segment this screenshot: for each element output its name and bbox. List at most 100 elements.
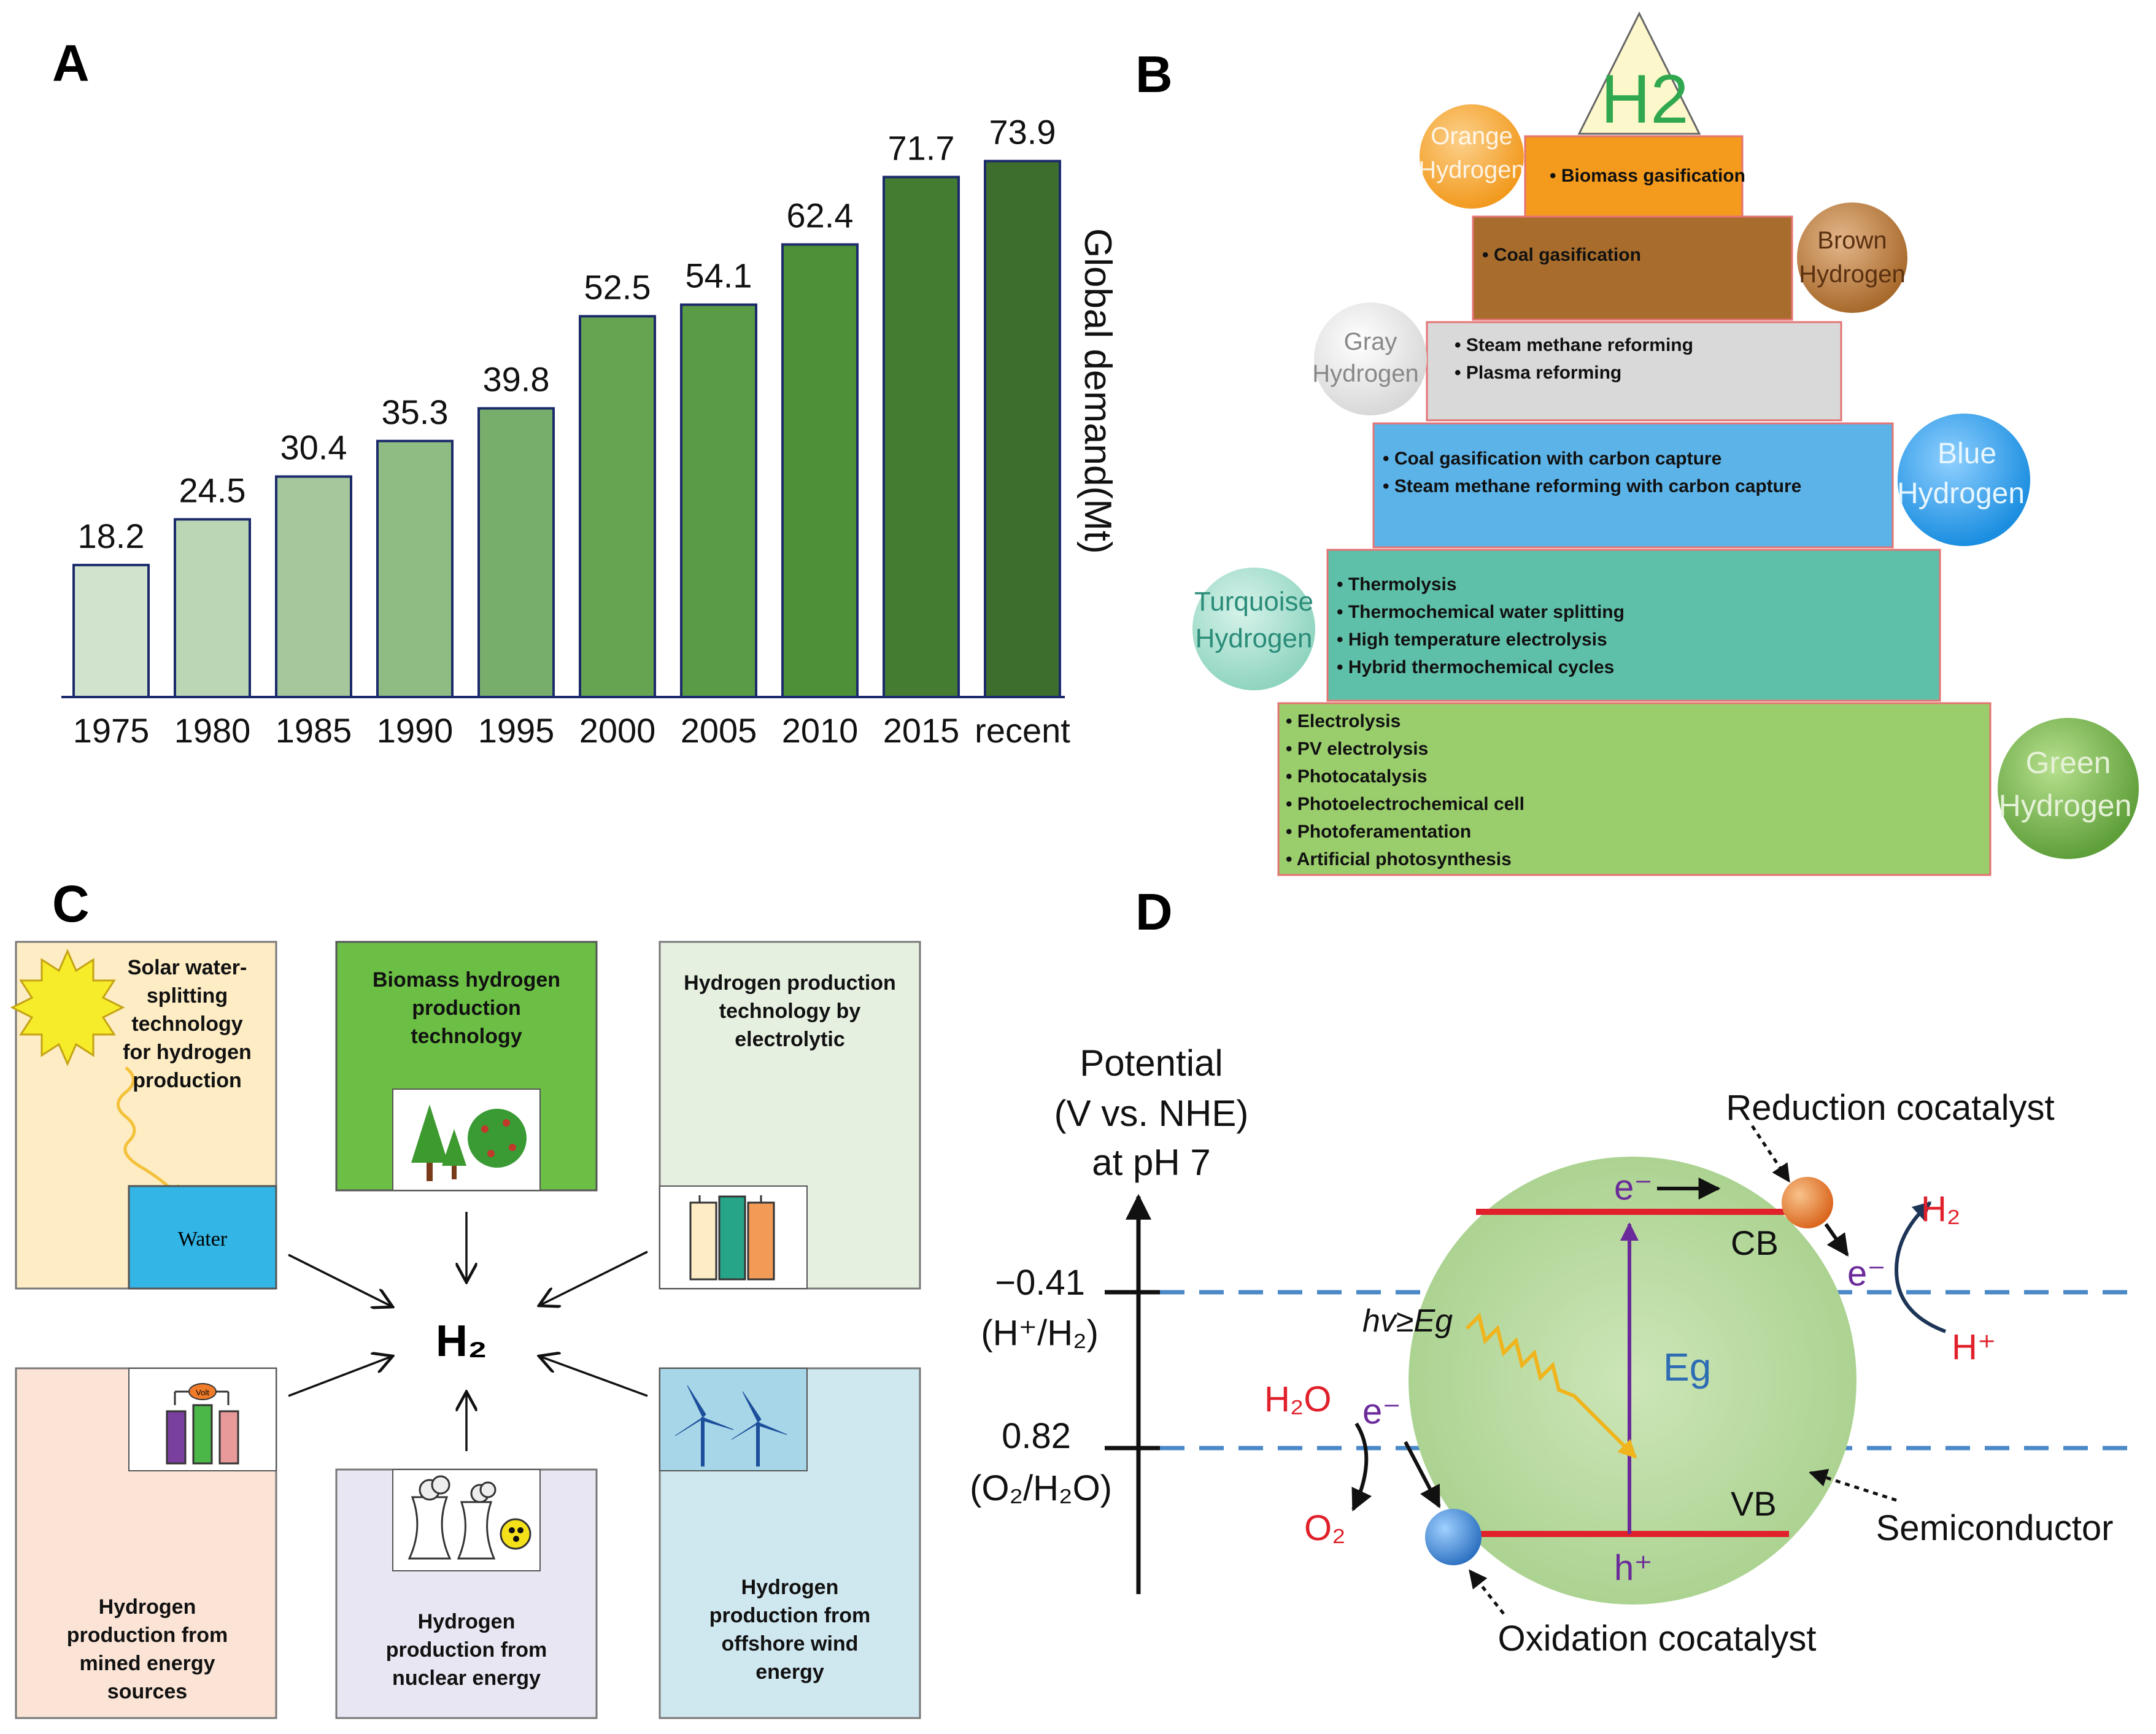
tier-item: • PV electrolysis xyxy=(1286,739,1428,759)
bar-2015 xyxy=(883,175,960,699)
x-tick-label: 1980 xyxy=(174,711,251,750)
bar-2005 xyxy=(680,303,757,698)
bar-value-label: 54.1 xyxy=(686,256,752,295)
electron-label: e⁻ xyxy=(1614,1168,1653,1208)
svg-text:Hydrogen: Hydrogen xyxy=(418,1610,516,1633)
badge-gray-hydrogen: Gray Hydrogen xyxy=(1312,302,1427,415)
trees-icon xyxy=(411,1104,527,1181)
bar-value-label: 73.9 xyxy=(989,113,1056,152)
level-1-couple: (H⁺/H₂) xyxy=(981,1313,1099,1353)
source-arrows xyxy=(288,1212,648,1451)
semiconductor-label: Semiconductor xyxy=(1876,1508,2114,1548)
bar-1985 xyxy=(275,475,352,698)
svg-text:(V vs. NHE): (V vs. NHE) xyxy=(1054,1093,1249,1134)
tier-item: • Plasma reforming xyxy=(1455,363,1621,383)
svg-text:sources: sources xyxy=(107,1680,187,1703)
svg-text:Hydrogen: Hydrogen xyxy=(741,1576,839,1599)
panel-d: D Potential (V vs. NHE) at pH 7 −0.41 (H… xyxy=(970,883,2139,1659)
h2-product-label: H₂ xyxy=(1921,1189,1960,1229)
svg-text:splitting: splitting xyxy=(147,984,228,1008)
bar-1990 xyxy=(376,439,454,699)
tier-item: • Photocatalysis xyxy=(1286,766,1428,787)
badge-brown-hydrogen: Brown Hydrogen xyxy=(1797,202,1907,313)
svg-text:Green: Green xyxy=(2026,746,2111,780)
bar-value-label: 24.5 xyxy=(179,471,246,509)
oxidation-electron-label: e⁻ xyxy=(1362,1392,1401,1432)
tier-item: • Biomass gasification xyxy=(1550,166,1745,186)
tier-item: • Electrolysis xyxy=(1286,711,1401,731)
tier-item: • High temperature electrolysis xyxy=(1337,630,1607,650)
tier-bar-turquoise xyxy=(1326,549,1941,702)
svg-text:Hydrogen: Hydrogen xyxy=(99,1595,196,1619)
svg-text:Hydrogen production: Hydrogen production xyxy=(684,971,896,995)
semiconductor-particle xyxy=(1408,1157,1857,1605)
electrolyzer-cells-icon xyxy=(689,1195,775,1281)
svg-text:nuclear energy: nuclear energy xyxy=(392,1667,541,1690)
tier-item: • Artificial photosynthesis xyxy=(1286,849,1512,869)
tier-bar-gray xyxy=(1426,321,1842,422)
svg-text:production from: production from xyxy=(67,1624,228,1647)
x-tick-label: 2000 xyxy=(579,711,656,750)
battery-cells-icon: Volt xyxy=(166,1383,239,1465)
bar-value-label: 39.8 xyxy=(483,360,550,399)
svg-text:at pH 7: at pH 7 xyxy=(1092,1142,1210,1183)
vb-label: VB xyxy=(1731,1484,1777,1523)
svg-text:Solar water-: Solar water- xyxy=(128,956,247,979)
svg-text:production from: production from xyxy=(709,1604,871,1627)
x-tick-label: 2015 xyxy=(883,711,960,750)
panel-a: A 18.2 1975 24.5 1980 30.4 1985 35.3 1990 39.8 19… xyxy=(52,34,1119,750)
level-1-value: −0.41 xyxy=(995,1263,1085,1303)
electrolytic-source-box: Hydrogen production technology by electr… xyxy=(659,941,921,1290)
x-tick-label: 1995 xyxy=(478,711,555,750)
bar-1995 xyxy=(477,407,555,699)
svg-text:Hydrogen: Hydrogen xyxy=(1418,156,1524,183)
sun-icon xyxy=(10,949,125,1066)
apex-triangle xyxy=(1577,11,1701,135)
bar-recent xyxy=(984,160,1061,698)
photon-label: hv≥Eg xyxy=(1362,1303,1453,1339)
svg-text:technology: technology xyxy=(131,1012,242,1036)
bar-1980 xyxy=(174,518,251,698)
bar-value-label: 35.3 xyxy=(382,393,449,431)
o2-label: O₂ xyxy=(1304,1508,1346,1548)
svg-text:Hydrogen: Hydrogen xyxy=(1999,788,2132,823)
bar-value-label: 71.7 xyxy=(888,129,955,168)
bar-1975 xyxy=(72,563,150,698)
bar-value-label: 18.2 xyxy=(78,517,145,555)
cb-label: CB xyxy=(1731,1223,1779,1262)
svg-text:mined energy: mined energy xyxy=(79,1652,215,1675)
water-label: Water xyxy=(178,1228,228,1250)
svg-text:Hydrogen: Hydrogen xyxy=(1799,261,1905,288)
transferred-electron-label: e⁻ xyxy=(1847,1254,1886,1293)
tier-item: • Photoferamentation xyxy=(1286,822,1471,842)
svg-text:Volt: Volt xyxy=(196,1388,209,1397)
svg-text:Brown: Brown xyxy=(1817,227,1887,254)
bandgap-label: Eg xyxy=(1663,1345,1711,1389)
h-plus-label: H⁺ xyxy=(1952,1327,1996,1367)
oxidation-cocatalyst-label: Oxidation cocatalyst xyxy=(1497,1619,1816,1659)
tier-item: • Steam methane reforming xyxy=(1455,335,1693,355)
h2-center-label: H₂ xyxy=(436,1317,487,1366)
bar-2010 xyxy=(781,243,859,698)
y-axis-label: Global demand(Mt) xyxy=(1076,228,1119,554)
solar-source-box: Water Solar water- splitting technology … xyxy=(10,941,277,1290)
reduction-cocatalyst-orb xyxy=(1782,1177,1833,1228)
level-2-value: 0.82 xyxy=(1002,1416,1071,1456)
panel-label-c: C xyxy=(52,875,90,933)
svg-text:Turquoise: Turquoise xyxy=(1194,587,1313,617)
panel-label-a: A xyxy=(52,34,90,92)
tier-bar-brown xyxy=(1472,215,1793,321)
wind-source-box: Hydrogen production from offshore wind e… xyxy=(659,1367,921,1719)
tier-bar-orange xyxy=(1524,135,1744,218)
bar-value-label: 62.4 xyxy=(787,196,854,234)
svg-text:production from: production from xyxy=(386,1638,547,1662)
svg-text:Biomass hydrogen: Biomass hydrogen xyxy=(373,968,560,992)
biomass-source-box: Biomass hydrogen production technology xyxy=(335,941,598,1192)
svg-text:Orange: Orange xyxy=(1431,123,1512,150)
bar-value-label: 52.5 xyxy=(584,268,651,306)
badge-blue-hydrogen: Blue Hydrogen xyxy=(1897,414,2030,546)
svg-text:for hydrogen: for hydrogen xyxy=(123,1041,252,1064)
oxidation-cocatalyst-orb xyxy=(1425,1509,1482,1565)
svg-text:production: production xyxy=(133,1069,242,1092)
